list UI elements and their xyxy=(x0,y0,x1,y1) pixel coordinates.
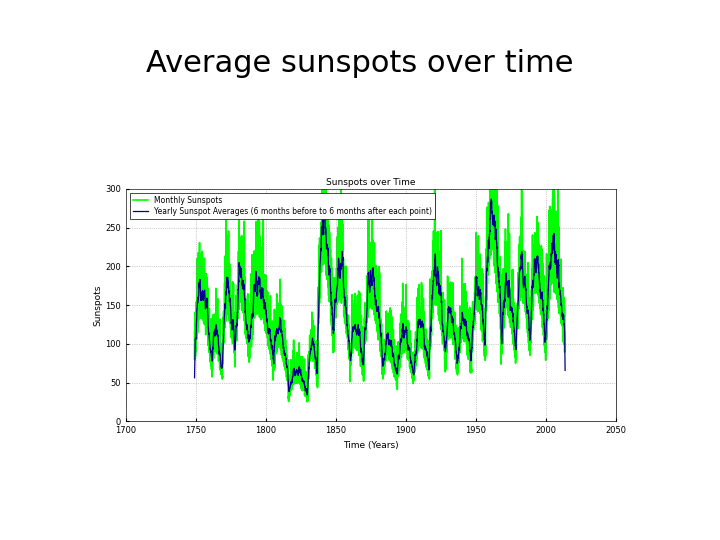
Monthly Sunspots xyxy=(220,340,228,346)
Monthly Sunspots xyxy=(561,334,570,341)
Monthly Sunspots xyxy=(398,280,407,287)
Yearly Sunspot Averages (6 months before to 6 months after each point) xyxy=(303,392,312,398)
Monthly Sunspots xyxy=(207,354,215,361)
Monthly Sunspots xyxy=(506,300,515,306)
Yearly Sunspot Averages (6 months before to 6 months after each point) xyxy=(561,367,570,374)
Yearly Sunspot Averages (6 months before to 6 months after each point) xyxy=(320,212,328,218)
X-axis label: Time (Years): Time (Years) xyxy=(343,441,399,450)
Yearly Sunspot Averages (6 months before to 6 months after each point) xyxy=(394,354,402,360)
Yearly Sunspot Averages (6 months before to 6 months after each point) xyxy=(398,324,407,330)
Text: Average sunspots over time: Average sunspots over time xyxy=(146,49,574,78)
Monthly Sunspots xyxy=(303,399,312,405)
Line: Monthly Sunspots: Monthly Sunspots xyxy=(194,119,565,402)
Monthly Sunspots xyxy=(487,116,495,122)
Y-axis label: Sunspots: Sunspots xyxy=(94,285,102,326)
Yearly Sunspot Averages (6 months before to 6 months after each point) xyxy=(506,307,515,314)
Yearly Sunspot Averages (6 months before to 6 months after each point) xyxy=(220,321,228,328)
Title: Sunspots over Time: Sunspots over Time xyxy=(326,178,415,187)
Yearly Sunspot Averages (6 months before to 6 months after each point) xyxy=(487,196,495,202)
Monthly Sunspots xyxy=(190,328,199,334)
Monthly Sunspots xyxy=(320,191,328,197)
Yearly Sunspot Averages (6 months before to 6 months after each point) xyxy=(207,349,215,356)
Line: Yearly Sunspot Averages (6 months before to 6 months after each point): Yearly Sunspot Averages (6 months before… xyxy=(194,199,565,395)
Yearly Sunspot Averages (6 months before to 6 months after each point) xyxy=(190,375,199,381)
Monthly Sunspots xyxy=(394,339,402,345)
Legend: Monthly Sunspots, Yearly Sunspot Averages (6 months before to 6 months after eac: Monthly Sunspots, Yearly Sunspot Average… xyxy=(130,193,436,219)
